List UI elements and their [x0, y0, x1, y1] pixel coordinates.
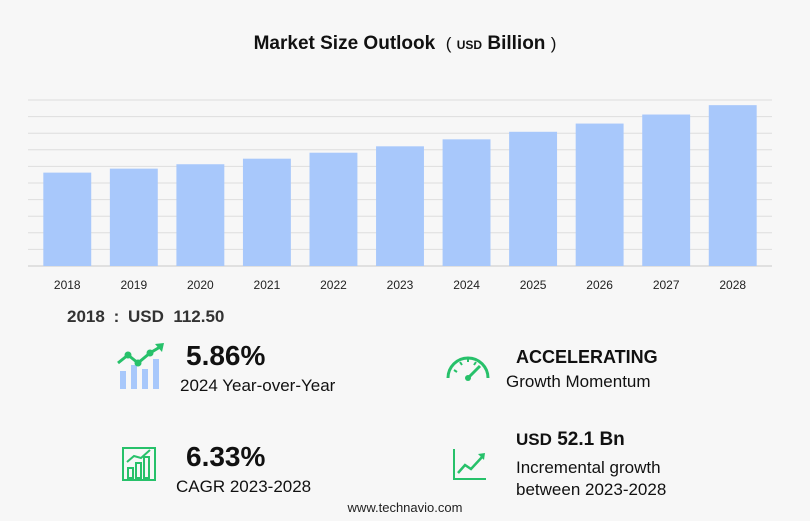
cagr-label: CAGR 2023-2028: [176, 477, 312, 496]
momentum-value: ACCELERATING: [516, 347, 658, 367]
title-paren-open: (: [445, 34, 452, 53]
x-tick-label-2025: 2025: [520, 278, 547, 292]
x-tick-label-2024: 2024: [453, 278, 480, 292]
x-tick-label-2018: 2018: [54, 278, 81, 292]
base-separator: :: [113, 307, 120, 326]
bar-2020: [176, 164, 225, 266]
base-currency: USD: [127, 307, 164, 326]
bar-2028: [708, 105, 757, 266]
trend-line-icon: [453, 449, 486, 480]
incremental-currency: USD: [516, 430, 552, 449]
x-tick-label-2020: 2020: [187, 278, 214, 292]
bar-2022: [309, 152, 358, 266]
x-tick-label-2021: 2021: [254, 278, 281, 292]
yoy-value: 5.86%: [186, 340, 266, 371]
title-main: Market Size Outlook: [253, 33, 436, 54]
stat-cagr: 6.33%: [186, 441, 265, 473]
stat-cagr-label-box: CAGR 2023-2028: [176, 476, 311, 498]
chart-title: Market Size Outlook ( USD Billion ): [0, 33, 810, 55]
base-year: 2018: [67, 307, 105, 326]
stat-momentum: ACCELERATING: [516, 345, 658, 369]
bar-2025: [509, 131, 558, 266]
x-tick-label-2027: 2027: [653, 278, 680, 292]
footer-url: www.technavio.com: [347, 500, 463, 515]
bar-2018: [43, 172, 92, 266]
incremental-value-line: USD 52.1 Bn: [516, 428, 666, 452]
stat-momentum-label-box: Growth Momentum: [506, 371, 651, 393]
yoy-label: 2024 Year-over-Year: [180, 376, 336, 395]
momentum-label: Growth Momentum: [506, 372, 651, 391]
bar-chart: 2018 2019 2020 2021 2022 2023 2024 2025 2026 2027…: [28, 99, 772, 292]
base-value: 112.50: [173, 307, 225, 326]
x-tick-label-2022: 2022: [320, 278, 347, 292]
incremental-label-1: Incremental growth: [516, 458, 661, 477]
bar-2024: [442, 139, 491, 266]
base-year-value: 2018 : USD 112.50: [67, 307, 224, 327]
x-tick-label-2023: 2023: [387, 278, 414, 292]
bar-growth-icon: [122, 447, 156, 481]
title-unit: Billion: [487, 33, 546, 54]
stat-yoy-label-box: 2024 Year-over-Year: [180, 375, 335, 397]
incremental-label-2: between 2023-2028: [516, 480, 667, 499]
x-tick-label-2026: 2026: [586, 278, 613, 292]
stat-incremental: USD 52.1 Bn Incremental growth between 2…: [516, 428, 666, 501]
bar-2026: [575, 123, 624, 267]
x-tick-label-2019: 2019: [120, 278, 147, 292]
x-tick-label-2028: 2028: [719, 278, 746, 292]
bar-2021: [242, 158, 291, 266]
stat-yoy: 5.86%: [186, 340, 265, 372]
title-unit-small: USD: [456, 38, 483, 52]
cagr-value: 6.33%: [186, 441, 266, 472]
bar-2019: [109, 168, 158, 266]
incremental-value: 52.1 Bn: [557, 429, 625, 450]
bar-2023: [376, 146, 424, 266]
bar-2027: [642, 114, 691, 267]
speedometer-icon: [446, 356, 490, 381]
growth-chart-icon: [117, 343, 164, 389]
title-paren-close: ): [550, 34, 557, 53]
